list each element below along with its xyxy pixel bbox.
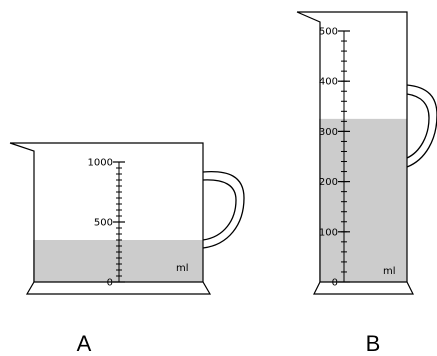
jug-a-base <box>25 281 212 295</box>
jug-b: 500 400 300 200 100 0 ml B <box>296 11 437 356</box>
jug-a-body <box>9 142 204 282</box>
scale-label: 200 <box>319 177 338 188</box>
jug-a-caption: A <box>77 331 92 356</box>
jug-a-scale: 1000 500 0 <box>88 158 125 289</box>
scale-label: 100 <box>319 227 338 238</box>
jug-b-body <box>296 11 408 282</box>
scale-label: 500 <box>319 27 338 38</box>
scale-label: 500 <box>94 218 113 229</box>
jug-a-liquid <box>33 240 203 282</box>
jug-b-caption: B <box>366 331 381 356</box>
scale-label: 1000 <box>88 158 113 169</box>
jug-b-liquid <box>319 118 407 282</box>
jug-b-handle <box>406 84 437 168</box>
scale-label: 400 <box>319 77 338 88</box>
jug-a: 1000 500 0 ml A <box>9 142 245 356</box>
jug-a-unit: ml <box>176 263 189 274</box>
jug-b-base <box>313 281 414 295</box>
scale-label: 0 <box>332 278 338 289</box>
jug-a-handle <box>202 170 245 249</box>
jug-b-scale: 500 400 300 200 100 0 <box>319 27 350 289</box>
jug-b-unit: ml <box>383 266 396 277</box>
scale-label: 300 <box>319 127 338 138</box>
scale-label: 0 <box>107 278 113 289</box>
